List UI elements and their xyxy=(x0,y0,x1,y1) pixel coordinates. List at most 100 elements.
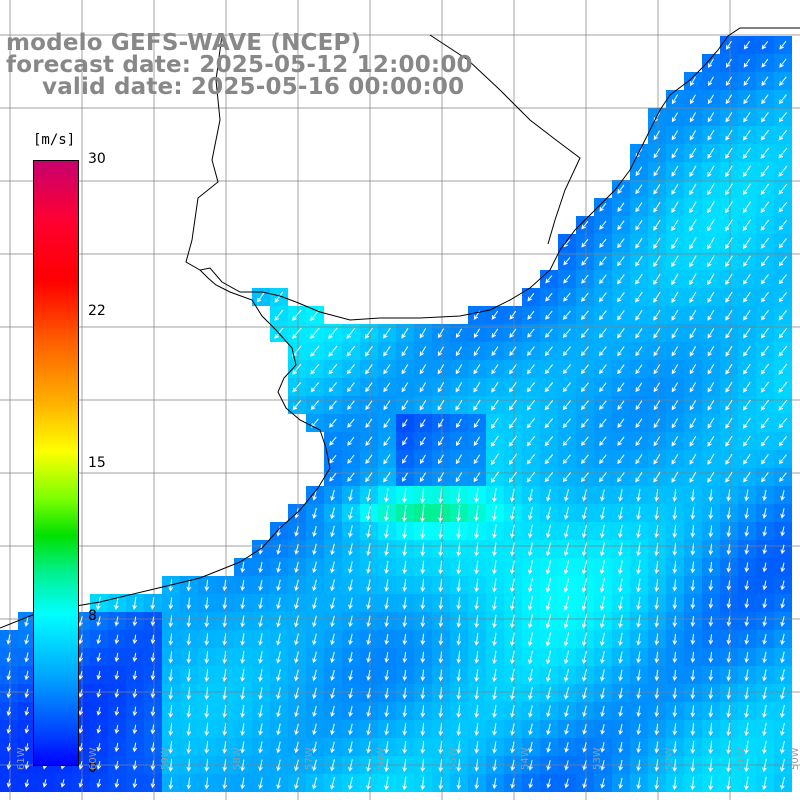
wind-arrow xyxy=(186,722,192,737)
wind-arrow xyxy=(581,578,588,593)
wind-arrow xyxy=(653,166,661,177)
wind-arrow xyxy=(598,364,607,375)
wind-arrow xyxy=(563,560,570,575)
wind-arrow xyxy=(276,615,281,628)
wind-arrow xyxy=(778,201,788,213)
wind-arrow xyxy=(132,634,138,645)
wind-arrow xyxy=(420,542,426,557)
wind-arrow xyxy=(366,561,371,574)
wind-arrow xyxy=(707,129,715,141)
wind-arrow xyxy=(725,183,733,196)
wind-arrow xyxy=(707,291,715,304)
wind-arrow xyxy=(491,381,499,393)
wind-arrow xyxy=(492,723,497,736)
wind-arrow xyxy=(580,328,589,339)
wind-arrow xyxy=(490,471,500,484)
wind-arrow xyxy=(725,399,733,411)
wind-arrow xyxy=(132,616,138,627)
wind-arrow xyxy=(510,650,515,665)
wind-arrow xyxy=(312,579,317,592)
wind-arrow xyxy=(546,760,551,771)
wind-arrow xyxy=(6,743,12,752)
wind-arrow xyxy=(545,614,552,629)
wind-arrow xyxy=(438,669,444,682)
wind-arrow xyxy=(636,777,641,790)
wind-arrow xyxy=(455,346,463,357)
wind-arrow xyxy=(348,633,353,646)
wind-arrow xyxy=(598,328,607,339)
wind-arrow xyxy=(330,741,335,754)
wind-arrow xyxy=(725,453,733,465)
wind-arrow xyxy=(455,472,463,483)
wind-arrow xyxy=(689,94,696,105)
wind-arrow xyxy=(599,542,605,557)
wind-arrow xyxy=(707,364,715,375)
wind-arrow xyxy=(491,417,499,429)
wind-arrow xyxy=(114,670,120,681)
wind-arrow xyxy=(328,345,338,357)
wind-arrow xyxy=(438,418,444,428)
wind-arrow xyxy=(544,418,554,429)
wind-arrow xyxy=(581,614,588,629)
wind-arrow xyxy=(510,488,515,503)
wind-arrow xyxy=(545,596,552,611)
wind-arrow xyxy=(96,707,102,716)
wind-arrow xyxy=(762,776,767,791)
wind-arrow xyxy=(581,542,588,557)
wind-arrow xyxy=(780,740,785,755)
wind-arrow xyxy=(725,327,733,339)
wind-arrow xyxy=(292,363,302,375)
wind-arrow xyxy=(402,615,408,628)
wind-arrow xyxy=(617,382,625,393)
wind-arrow xyxy=(564,687,569,700)
wind-arrow xyxy=(132,742,138,753)
wind-arrow xyxy=(276,651,281,664)
wind-arrow xyxy=(114,778,120,789)
wind-arrow xyxy=(635,237,643,249)
wind-arrow xyxy=(510,578,515,593)
wind-arrow xyxy=(725,112,733,123)
wind-arrow xyxy=(346,382,355,393)
wind-arrow xyxy=(186,704,192,719)
wind-arrow xyxy=(599,382,607,393)
wind-arrow xyxy=(671,255,679,268)
wind-arrow xyxy=(599,436,607,447)
wind-arrow xyxy=(671,165,679,177)
wind-arrow xyxy=(636,578,641,593)
wind-arrow xyxy=(310,382,320,393)
wind-arrow xyxy=(456,487,461,504)
wind-arrow xyxy=(330,543,335,556)
wind-arrow xyxy=(473,364,481,375)
wind-arrow xyxy=(186,633,192,646)
wind-arrow xyxy=(276,579,281,592)
wind-arrow xyxy=(473,346,481,357)
wind-arrow xyxy=(599,202,607,212)
wind-arrow xyxy=(778,147,788,159)
wind-arrow xyxy=(402,705,408,718)
wind-arrow xyxy=(617,364,625,375)
wind-arrow xyxy=(294,777,299,790)
wind-arrow xyxy=(725,381,733,393)
wind-arrow xyxy=(24,634,29,645)
wind-arrow xyxy=(690,723,696,736)
wind-arrow xyxy=(473,418,481,428)
wind-arrow xyxy=(707,255,715,268)
wind-arrow xyxy=(564,506,569,520)
wind-arrow xyxy=(600,650,605,664)
wind-arrow xyxy=(528,705,533,718)
wind-arrow xyxy=(778,129,788,141)
wind-arrow xyxy=(762,758,767,773)
wind-arrow xyxy=(312,615,317,628)
wind-arrow xyxy=(348,651,353,664)
wind-arrow xyxy=(581,274,589,284)
wind-arrow xyxy=(562,364,571,375)
wind-arrow xyxy=(402,504,407,523)
wind-arrow xyxy=(401,400,409,411)
wind-arrow xyxy=(437,346,445,357)
wind-arrow xyxy=(168,723,174,736)
wind-arrow xyxy=(402,419,408,428)
wind-arrow xyxy=(690,740,696,755)
wind-arrow xyxy=(600,669,605,682)
wind-arrow xyxy=(544,346,553,357)
wind-arrow xyxy=(528,686,533,701)
